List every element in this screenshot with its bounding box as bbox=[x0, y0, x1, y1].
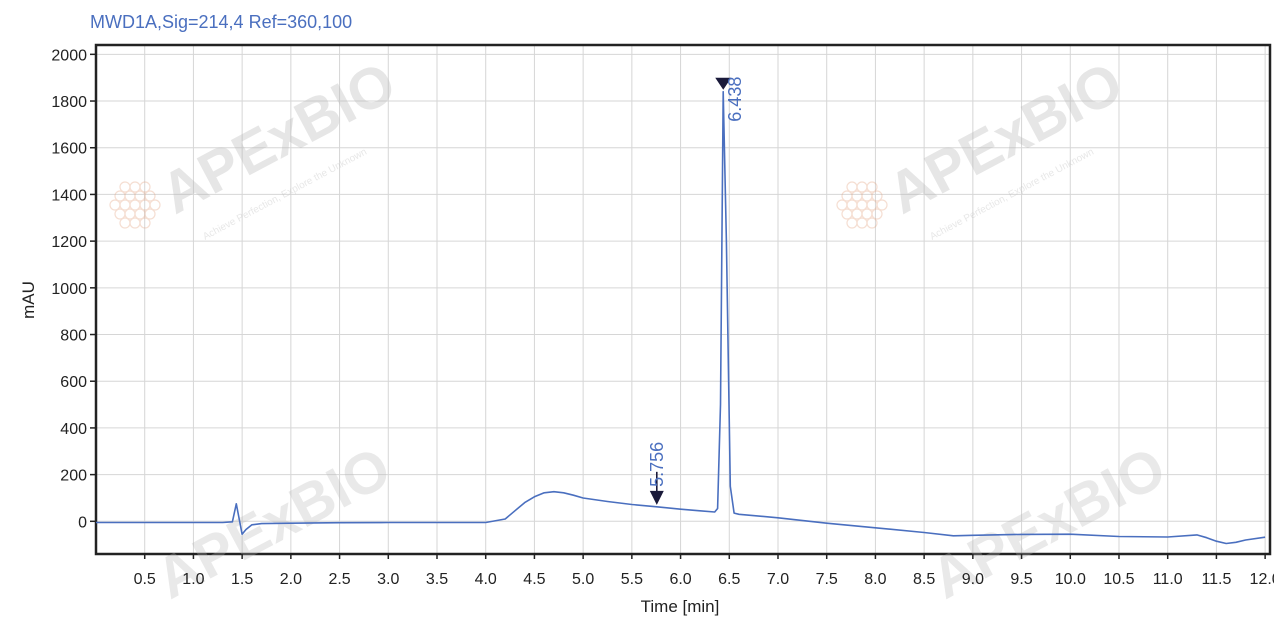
x-axis-label: Time [min] bbox=[641, 597, 720, 616]
watermark-dot bbox=[129, 181, 141, 193]
watermark-dot bbox=[129, 217, 141, 229]
watermark-dot bbox=[861, 208, 873, 220]
peak-annotation: 6.438 bbox=[715, 77, 745, 122]
chromatogram-trace bbox=[96, 90, 1266, 545]
grid-layer bbox=[94, 43, 1272, 556]
x-tick-label: 10.0 bbox=[1055, 571, 1086, 588]
watermark-dot bbox=[846, 199, 858, 211]
x-tick-label: 8.5 bbox=[913, 571, 935, 588]
watermark-dot bbox=[119, 181, 131, 193]
peak-label: 5.756 bbox=[647, 442, 667, 487]
plot-frame bbox=[94, 43, 1272, 556]
watermark-dot bbox=[866, 199, 878, 211]
watermark-dot bbox=[119, 217, 131, 229]
watermark-dot bbox=[124, 208, 136, 220]
x-tick-label: 3.0 bbox=[377, 571, 399, 588]
y-tick-label: 2000 bbox=[51, 47, 87, 64]
watermark-dot bbox=[144, 190, 156, 202]
watermark-dot bbox=[149, 199, 161, 211]
watermark-dot bbox=[129, 199, 141, 211]
watermark-dot bbox=[856, 217, 868, 229]
x-tick-label: 4.5 bbox=[523, 571, 545, 588]
y-tick-label: 1400 bbox=[51, 187, 87, 204]
x-tick-label: 3.5 bbox=[426, 571, 448, 588]
watermark-logo-partial: APExBIO bbox=[921, 435, 1176, 612]
x-tick-label: 11.0 bbox=[1153, 571, 1183, 588]
y-tick-label: 600 bbox=[60, 374, 87, 391]
watermark-dot bbox=[841, 190, 853, 202]
peak-marker bbox=[715, 77, 732, 90]
x-tick-label: 9.5 bbox=[1010, 571, 1032, 588]
x-tick-label: 5.5 bbox=[621, 571, 643, 588]
y-tick-label: 1800 bbox=[51, 94, 87, 111]
watermark-dot bbox=[851, 190, 863, 202]
watermark-dot bbox=[134, 190, 146, 202]
watermark-dot bbox=[861, 190, 873, 202]
x-tick-label: 7.0 bbox=[767, 571, 789, 588]
peak-annotation: 5.756 bbox=[647, 442, 667, 505]
watermark-dot bbox=[114, 190, 126, 202]
x-tick-label: 6.5 bbox=[718, 571, 740, 588]
x-axis-ticks: 0.5 1.0 1.5 2.0 2.5 3.0 3.5 4.0 4.5 5.0 5.5 6.0 6.5 7… bbox=[134, 554, 1274, 588]
y-tick-label: 1600 bbox=[51, 141, 87, 158]
x-tick-label: 4.0 bbox=[475, 571, 497, 588]
x-tick-label: 8.0 bbox=[864, 571, 886, 588]
watermark-dot bbox=[866, 217, 878, 229]
x-tick-label: 0.5 bbox=[134, 571, 156, 588]
watermark-dot bbox=[846, 217, 858, 229]
watermark-dot bbox=[846, 181, 858, 193]
y-tick-label: 0 bbox=[78, 514, 87, 531]
y-tick-label: 800 bbox=[60, 328, 87, 345]
watermark-dot bbox=[109, 199, 121, 211]
watermark-dot bbox=[856, 181, 868, 193]
x-tick-label: 2.5 bbox=[328, 571, 350, 588]
y-axis-label: mAU bbox=[19, 281, 38, 319]
watermark-dot bbox=[139, 181, 151, 193]
chart-title: MWD1A,Sig=214,4 Ref=360,100 bbox=[90, 12, 352, 32]
watermark-dot bbox=[871, 190, 883, 202]
watermark-dot bbox=[134, 208, 146, 220]
watermark-dot bbox=[876, 199, 888, 211]
x-tick-label: 12.0 bbox=[1250, 571, 1274, 588]
y-tick-label: 1200 bbox=[51, 234, 87, 251]
x-tick-label: 10.5 bbox=[1103, 571, 1134, 588]
y-tick-label: 1000 bbox=[51, 281, 87, 298]
x-tick-label: 1.0 bbox=[182, 571, 204, 588]
watermark-dot bbox=[866, 181, 878, 193]
y-axis-ticks: 0 200 400 600 800 1000 1200 1400 1600 1800 2000 bbox=[51, 47, 96, 531]
watermark-dot bbox=[841, 208, 853, 220]
peak-label: 6.438 bbox=[725, 77, 745, 122]
watermark-dot bbox=[836, 199, 848, 211]
peak-marker bbox=[649, 490, 664, 505]
y-tick-label: 400 bbox=[60, 421, 87, 438]
watermark-dot bbox=[119, 199, 131, 211]
watermark-dot bbox=[139, 217, 151, 229]
watermark-brand: APExBIO bbox=[921, 435, 1176, 612]
x-tick-label: 1.5 bbox=[231, 571, 253, 588]
x-tick-label: 11.5 bbox=[1201, 571, 1231, 588]
annotation-layer: 6.438 5.756 bbox=[647, 77, 745, 505]
x-tick-label: 7.5 bbox=[816, 571, 838, 588]
watermark-dot bbox=[124, 190, 136, 202]
x-tick-label: 5.0 bbox=[572, 571, 594, 588]
watermark-dot bbox=[851, 208, 863, 220]
watermark-dot bbox=[856, 199, 868, 211]
watermark-dot bbox=[114, 208, 126, 220]
x-tick-label: 2.0 bbox=[280, 571, 302, 588]
x-tick-label: 6.0 bbox=[669, 571, 691, 588]
watermark-dot bbox=[139, 199, 151, 211]
x-tick-label: 9.0 bbox=[962, 571, 984, 588]
y-tick-label: 200 bbox=[60, 468, 87, 485]
watermark-dot bbox=[144, 208, 156, 220]
watermark-dot bbox=[871, 208, 883, 220]
series-layer bbox=[96, 90, 1266, 545]
